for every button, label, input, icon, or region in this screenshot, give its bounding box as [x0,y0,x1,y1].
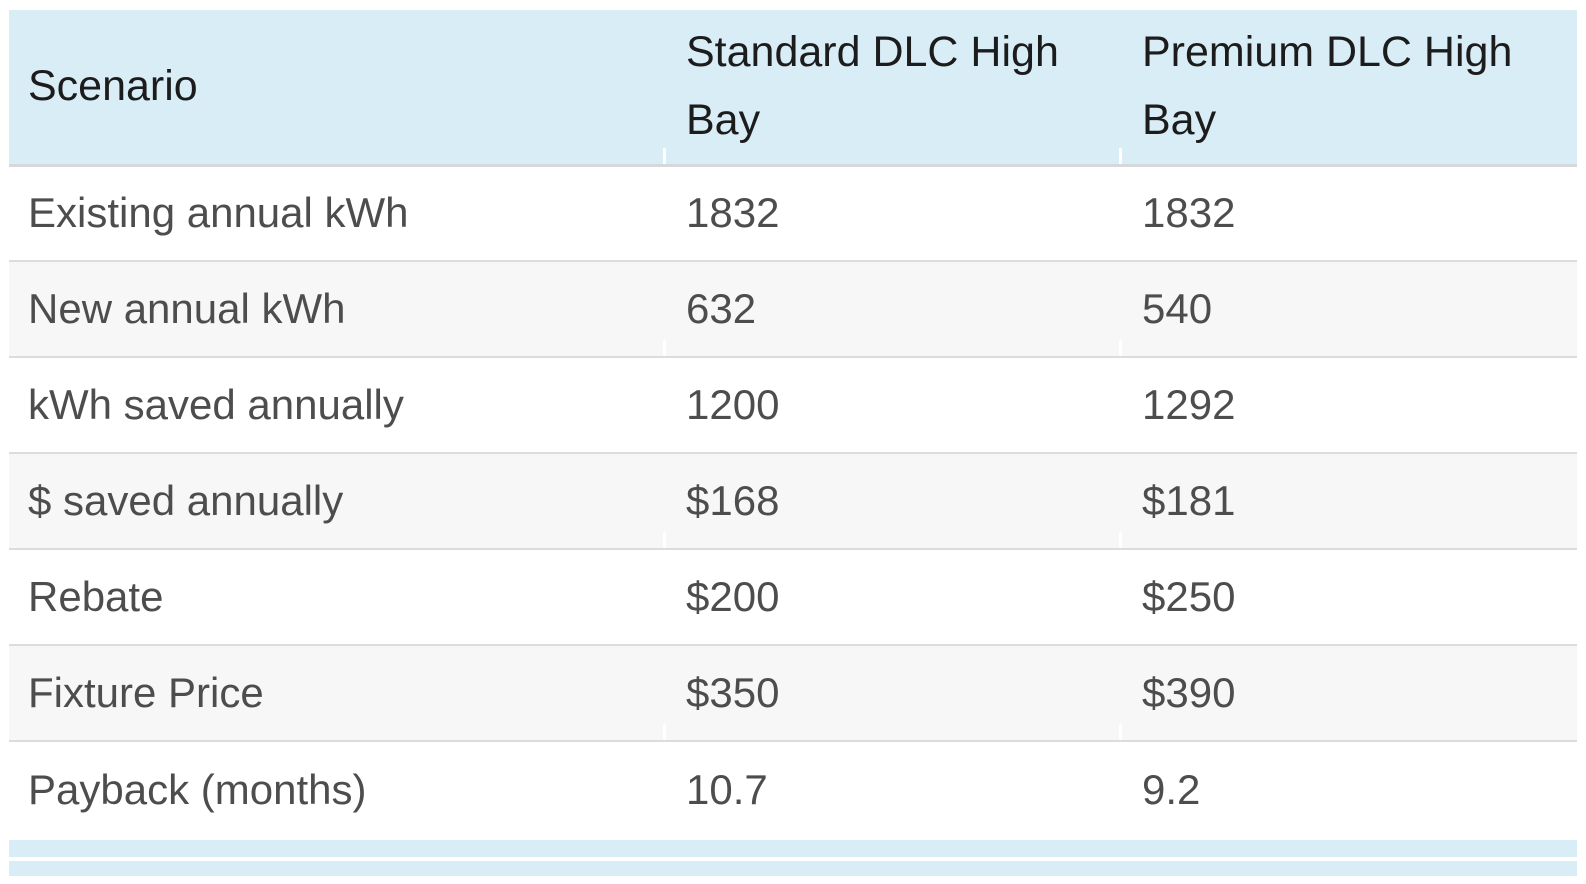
next-table-header-strip-bottom [9,861,1577,876]
row-label: kWh saved annually [9,357,663,454]
row-label: New annual kWh [9,261,663,358]
header-row: Scenario Standard DLC High Bay Premium D… [9,10,1577,167]
cell-value: 540 [1119,261,1577,358]
cell-value: 632 [663,261,1119,358]
cell-value: $250 [1119,549,1577,646]
cell-value: 1292 [1119,357,1577,454]
table-row-kwh-saved-annually: kWh saved annually 1200 1292 [9,357,1577,454]
row-label: Payback (months) [9,741,663,837]
table-body: Existing annual kWh 1832 1832 New annual… [9,165,1577,837]
next-table-header-strip-top [9,840,1577,857]
cell-value: 1200 [663,357,1119,454]
row-label: Existing annual kWh [9,165,663,262]
cell-value: 10.7 [663,741,1119,837]
table-row-rebate: Rebate $200 $250 [9,549,1577,646]
table-row-existing-annual-kwh: Existing annual kWh 1832 1832 [9,165,1577,262]
table-header: Scenario Standard DLC High Bay Premium D… [9,10,1577,167]
cell-value: 1832 [1119,165,1577,262]
cell-value: $181 [1119,453,1577,550]
table-row-payback-months: Payback (months) 10.7 9.2 [9,741,1577,837]
table-row-dollars-saved-annually: $ saved annually $168 $181 [9,453,1577,550]
cell-value: 9.2 [1119,741,1577,837]
row-label: Rebate [9,549,663,646]
column-header-scenario: Scenario [9,10,663,167]
cell-value: $200 [663,549,1119,646]
row-label: $ saved annually [9,453,663,550]
column-header-standard-dlc-high-bay: Standard DLC High Bay [663,10,1119,167]
scenario-comparison-table: Scenario Standard DLC High Bay Premium D… [9,10,1577,837]
table-row-new-annual-kwh: New annual kWh 632 540 [9,261,1577,358]
cell-value: 1832 [663,165,1119,262]
cell-value: $350 [663,645,1119,742]
cell-value: $390 [1119,645,1577,742]
row-label: Fixture Price [9,645,663,742]
cell-value: $168 [663,453,1119,550]
column-header-premium-dlc-high-bay: Premium DLC High Bay [1119,10,1577,167]
table-row-fixture-price: Fixture Price $350 $390 [9,645,1577,742]
